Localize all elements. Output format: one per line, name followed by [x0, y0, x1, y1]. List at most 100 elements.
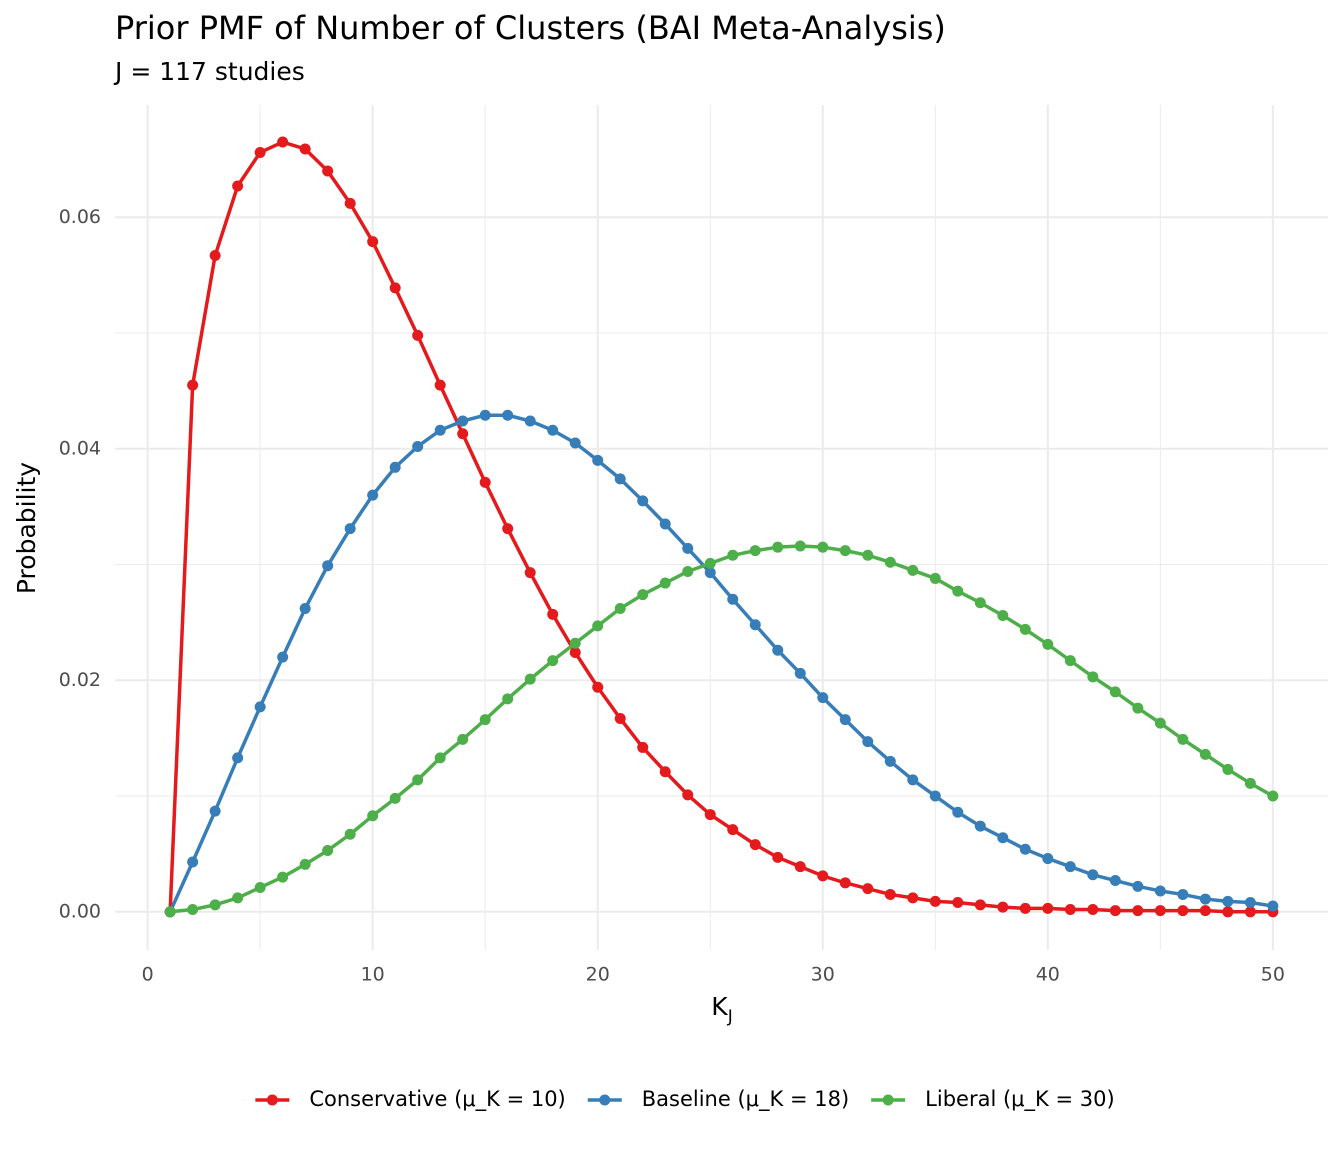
point	[862, 736, 874, 748]
y-tick-label: 0.00	[59, 900, 101, 922]
point	[367, 489, 379, 501]
point	[929, 572, 941, 584]
point	[232, 752, 244, 764]
point	[524, 415, 536, 427]
point	[1042, 638, 1054, 650]
point	[1042, 902, 1054, 914]
point	[1154, 905, 1166, 917]
point	[1199, 893, 1211, 905]
point	[389, 282, 401, 294]
x-tick-label: 40	[1036, 964, 1060, 986]
x-axis-title: KJ	[711, 992, 732, 1027]
point	[682, 542, 694, 554]
point	[502, 523, 514, 535]
x-tick-label: 20	[586, 964, 610, 986]
point	[862, 883, 874, 895]
point	[1154, 885, 1166, 897]
point	[772, 851, 784, 863]
point	[1064, 655, 1076, 667]
point	[997, 832, 1009, 844]
point	[1087, 903, 1099, 915]
legend-label: Baseline (μ_K = 18)	[642, 1087, 849, 1112]
point	[1132, 905, 1144, 917]
point	[974, 899, 986, 911]
x-tick-label: 30	[811, 964, 835, 986]
point	[637, 495, 649, 507]
point	[1244, 777, 1256, 789]
point	[704, 557, 716, 569]
point	[389, 461, 401, 473]
legend-item: Baseline (μ_K = 18)	[587, 1087, 849, 1112]
point	[389, 792, 401, 804]
point	[659, 577, 671, 589]
point	[839, 714, 851, 726]
point	[952, 806, 964, 818]
point	[884, 556, 896, 568]
point	[862, 549, 874, 561]
point	[794, 540, 806, 552]
point	[1267, 790, 1279, 802]
legend-label: Conservative (μ_K = 10)	[309, 1087, 565, 1112]
point	[1222, 895, 1234, 907]
plot-area	[164, 136, 1279, 918]
point	[502, 409, 514, 421]
point	[1154, 717, 1166, 729]
point	[502, 693, 514, 705]
point	[524, 567, 536, 579]
point	[1177, 888, 1189, 900]
point	[1109, 875, 1121, 887]
y-tick-label: 0.06	[59, 206, 101, 228]
point	[1087, 869, 1099, 881]
point	[637, 741, 649, 753]
point	[254, 701, 266, 713]
point	[952, 897, 964, 909]
point	[344, 828, 356, 840]
point	[1019, 623, 1031, 635]
chart-title: Prior PMF of Number of Clusters (BAI Met…	[115, 9, 946, 47]
point	[322, 844, 334, 856]
point	[659, 766, 671, 778]
point	[1064, 861, 1076, 873]
point	[749, 839, 761, 851]
legend: Conservative (μ_K = 10) Baseline (μ_K = 1…	[255, 1087, 1115, 1112]
point	[1244, 906, 1256, 918]
point	[569, 437, 581, 449]
point	[794, 667, 806, 679]
point	[434, 379, 446, 391]
point	[1019, 843, 1031, 855]
point	[1267, 900, 1279, 912]
point	[1087, 671, 1099, 683]
point	[727, 549, 739, 561]
legend-key-point	[882, 1094, 894, 1106]
point	[704, 809, 716, 821]
point	[277, 136, 289, 148]
point	[547, 424, 559, 436]
point	[884, 888, 896, 900]
point	[367, 236, 379, 248]
point	[344, 197, 356, 209]
legend-key-point	[266, 1094, 278, 1106]
point	[1199, 748, 1211, 760]
point	[209, 805, 221, 817]
point	[232, 180, 244, 192]
x-tick-label: 50	[1261, 964, 1285, 986]
y-tick-label: 0.04	[59, 437, 101, 459]
point	[614, 712, 626, 724]
x-axis-title-main: K	[711, 992, 728, 1021]
point	[164, 906, 176, 918]
x-axis-title-sub: J	[727, 1007, 733, 1027]
point	[569, 637, 581, 649]
point	[1244, 897, 1256, 909]
legend-label: Liberal (μ_K = 30)	[925, 1087, 1114, 1112]
point	[907, 892, 919, 904]
point	[412, 440, 424, 452]
point	[749, 545, 761, 557]
point	[1177, 733, 1189, 745]
point	[1132, 702, 1144, 714]
point	[907, 774, 919, 786]
point	[1109, 686, 1121, 698]
point	[187, 379, 199, 391]
point	[929, 895, 941, 907]
point	[479, 714, 491, 726]
point	[412, 774, 424, 786]
